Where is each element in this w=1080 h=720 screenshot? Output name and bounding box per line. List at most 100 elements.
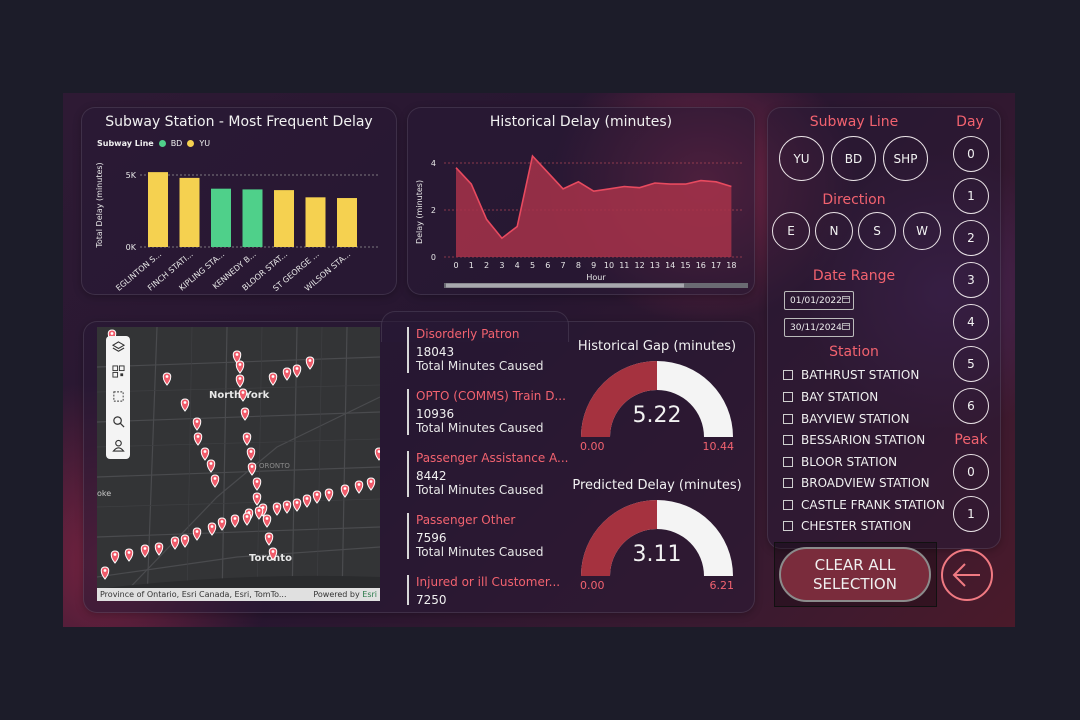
checkbox[interactable]	[783, 521, 793, 531]
map-pin[interactable]	[340, 484, 350, 498]
map-pin[interactable]	[180, 534, 190, 548]
user-icon[interactable]	[111, 437, 125, 456]
subway-line-yu-button[interactable]: YU	[779, 136, 824, 181]
esri-link[interactable]: Esri	[362, 590, 377, 599]
cause-item[interactable]: Disorderly Patron 18043 Total Minutes Ca…	[407, 327, 566, 373]
calendar-icon[interactable]	[841, 322, 850, 333]
day-2-button[interactable]: 2	[953, 220, 989, 256]
bar[interactable]	[148, 172, 168, 247]
map-pin[interactable]	[302, 494, 312, 508]
map-pin[interactable]	[235, 374, 245, 388]
calendar-icon[interactable]	[841, 295, 850, 306]
station-checkbox[interactable]: CHESTER STATION	[783, 519, 911, 533]
map-pin[interactable]	[252, 492, 262, 506]
map-pin[interactable]	[235, 360, 245, 374]
checkbox[interactable]	[783, 478, 793, 488]
map-pin[interactable]	[110, 550, 120, 564]
bar[interactable]	[337, 198, 357, 247]
map-pin[interactable]	[232, 350, 242, 364]
day-0-button[interactable]: 0	[953, 136, 989, 172]
map-pin[interactable]	[217, 517, 227, 531]
station-checkbox[interactable]: BATHRUST STATION	[783, 368, 919, 382]
peak-0-button[interactable]: 0	[953, 454, 989, 490]
map-pin[interactable]	[230, 514, 240, 528]
map-pin[interactable]	[180, 398, 190, 412]
bar[interactable]	[305, 197, 326, 247]
map-pin[interactable]	[254, 506, 264, 520]
map-pin[interactable]	[200, 447, 210, 461]
checkbox[interactable]	[783, 500, 793, 510]
map-pin[interactable]	[264, 532, 274, 546]
checkbox[interactable]	[783, 370, 793, 380]
map-pin[interactable]	[305, 356, 315, 370]
search-icon[interactable]	[112, 413, 125, 432]
station-checkbox[interactable]: BROADVIEW STATION	[783, 476, 930, 490]
map-pin[interactable]	[162, 372, 172, 386]
cause-item[interactable]: Passenger Assistance A... 8442 Total Min…	[407, 451, 569, 497]
map-pin[interactable]	[242, 432, 252, 446]
map-pin[interactable]	[170, 536, 180, 550]
direction-n-button[interactable]: N	[815, 212, 853, 250]
map-pin[interactable]	[100, 566, 110, 580]
bar[interactable]	[179, 177, 200, 247]
map-pin[interactable]	[246, 447, 256, 461]
map-pin[interactable]	[242, 512, 252, 526]
map-pin[interactable]	[247, 462, 257, 476]
date-end-input[interactable]: 30/11/2024	[784, 318, 854, 337]
map-pin[interactable]	[292, 364, 302, 378]
map-pin[interactable]	[282, 500, 292, 514]
map-pin[interactable]	[282, 367, 292, 381]
bar[interactable]	[242, 189, 263, 247]
direction-e-button[interactable]: E	[772, 212, 810, 250]
station-checkbox[interactable]: BAYVIEW STATION	[783, 412, 909, 426]
direction-w-button[interactable]: W	[903, 212, 941, 250]
map-pin[interactable]	[207, 522, 217, 536]
map-pin[interactable]	[192, 417, 202, 431]
map-pin[interactable]	[312, 490, 322, 504]
day-5-button[interactable]: 5	[953, 346, 989, 382]
station-checkbox[interactable]: BAY STATION	[783, 390, 878, 404]
map-pin[interactable]	[140, 544, 150, 558]
map-pin[interactable]	[238, 388, 248, 402]
qr-icon[interactable]	[111, 363, 125, 382]
map-pin[interactable]	[240, 407, 250, 421]
map-pin[interactable]	[252, 477, 262, 491]
subway-line-bd-button[interactable]: BD	[831, 136, 876, 181]
map-pin[interactable]	[192, 527, 202, 541]
map-pin[interactable]	[374, 447, 380, 461]
bar[interactable]	[211, 188, 231, 247]
map-pin[interactable]	[206, 459, 216, 473]
checkbox[interactable]	[783, 435, 793, 445]
cause-item[interactable]: OPTO (COMMS) Train D... 10936 Total Minu…	[407, 389, 566, 435]
station-checkbox[interactable]: BLOOR STATION	[783, 455, 897, 469]
map-pin[interactable]	[262, 514, 272, 528]
map-pin[interactable]	[292, 498, 302, 512]
direction-s-button[interactable]: S	[858, 212, 896, 250]
day-4-button[interactable]: 4	[953, 304, 989, 340]
bar[interactable]	[274, 190, 294, 247]
peak-1-button[interactable]: 1	[953, 496, 989, 532]
area-scrollbar-thumb[interactable]	[446, 283, 684, 288]
layers-icon[interactable]	[111, 339, 125, 358]
map-pin[interactable]	[154, 542, 164, 556]
station-checkbox[interactable]: BESSARION STATION	[783, 433, 925, 447]
checkbox[interactable]	[783, 414, 793, 424]
station-checkbox[interactable]: CASTLE FRANK STATION	[783, 498, 945, 512]
map-pin[interactable]	[124, 548, 134, 562]
date-start-input[interactable]: 01/01/2022	[784, 291, 854, 310]
clear-all-selection-button[interactable]: CLEAR ALL SELECTION	[779, 547, 931, 602]
map-pin[interactable]	[366, 477, 376, 491]
back-button[interactable]	[940, 548, 994, 602]
day-3-button[interactable]: 3	[953, 262, 989, 298]
map-pin[interactable]	[354, 480, 364, 494]
checkbox[interactable]	[783, 457, 793, 467]
map-pin[interactable]	[268, 547, 278, 561]
cause-item[interactable]: Injured or ill Customer... 7250	[407, 575, 566, 605]
map-pin[interactable]	[272, 502, 282, 516]
day-6-button[interactable]: 6	[953, 388, 989, 424]
select-rect-icon[interactable]	[112, 388, 125, 407]
map-pin[interactable]	[210, 474, 220, 488]
map-pin[interactable]	[193, 432, 203, 446]
map-pin[interactable]	[324, 488, 334, 502]
map-pin[interactable]	[268, 372, 278, 386]
